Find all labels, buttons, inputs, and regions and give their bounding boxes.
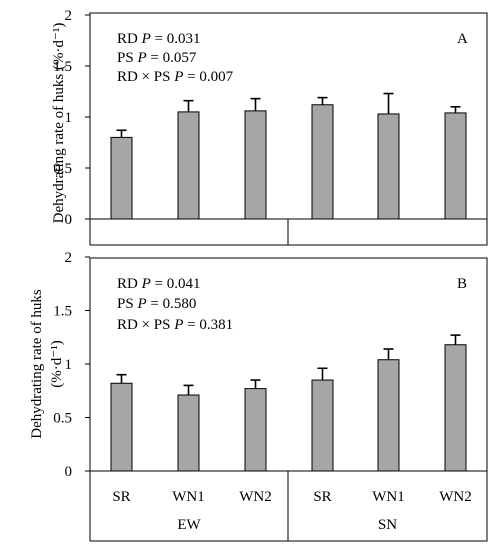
stat-annotation: RD × PS P = 0.381: [117, 317, 233, 333]
bar-wn1-ew: [178, 112, 199, 219]
stat-annotation: PS P = 0.580: [117, 296, 196, 312]
bar-wn2-ew: [245, 111, 266, 219]
bar-wn1-ew: [178, 395, 199, 471]
stat-annotation: PS P = 0.057: [117, 50, 197, 66]
x-category-label: WN1: [172, 489, 205, 505]
y-tick-label: 1.5: [53, 304, 72, 320]
bar-wn2-ew: [245, 389, 266, 471]
x-group-label: SN: [378, 517, 397, 533]
x-category-label: SR: [313, 489, 331, 505]
y-tick-label: 2: [65, 8, 73, 24]
bar-sr-ew: [111, 383, 132, 471]
x-group-label: EW: [177, 517, 201, 533]
x-category-label: WN2: [239, 489, 272, 505]
y-tick-label: 0: [65, 464, 73, 480]
x-category-label: WN2: [439, 489, 472, 505]
bar-sr-sn: [312, 380, 333, 471]
stat-annotation: RD P = 0.031: [117, 31, 200, 47]
x-category-label: WN1: [372, 489, 405, 505]
bar-wn2-sn: [445, 113, 466, 219]
bar-wn1-sn: [378, 114, 399, 219]
bar-wn1-sn: [378, 360, 399, 471]
y-tick-label: 0.5: [53, 411, 72, 427]
y-tick-label: 2: [65, 250, 73, 266]
y-tick-label: 1: [65, 357, 73, 373]
bar-sr-sn: [312, 105, 333, 219]
y-axis-label: Dehydrating rate of huks (%·d⁻¹): [51, 23, 67, 224]
stat-annotation: RD × PS P = 0.007: [117, 69, 234, 85]
panel-letter: A: [457, 31, 468, 47]
panel-letter: B: [457, 276, 467, 292]
stat-annotation: RD P = 0.041: [117, 276, 200, 292]
x-category-label: SR: [112, 489, 130, 505]
panel-frame: [90, 13, 487, 245]
bar-sr-ew: [111, 137, 132, 219]
bar-wn2-sn: [445, 345, 466, 471]
